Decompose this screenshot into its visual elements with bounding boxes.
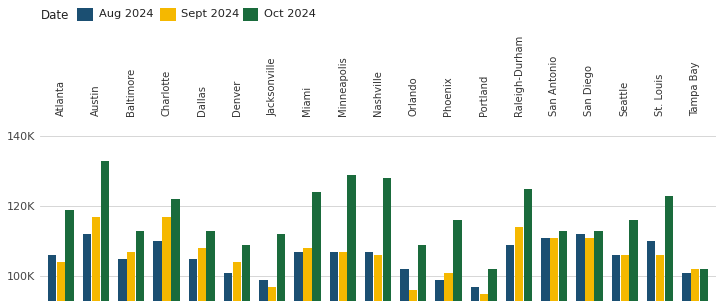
Bar [585,238,594,304]
Text: Tampa Bay: Tampa Bay [690,61,701,116]
Bar [577,234,585,304]
Bar [656,255,665,304]
Text: San Antonio: San Antonio [549,55,559,116]
Bar [48,255,56,304]
Text: San Diego: San Diego [585,64,595,116]
Bar [153,241,162,304]
Bar [268,287,276,304]
Bar [400,269,409,304]
Text: Orlando: Orlando [408,76,418,116]
Text: Sept 2024: Sept 2024 [181,9,240,19]
Bar [347,175,356,304]
Bar [691,269,699,304]
Bar [242,245,250,304]
Bar [374,255,382,304]
Text: Jacksonville: Jacksonville [267,57,277,116]
Bar [515,227,523,304]
Bar [101,161,109,304]
Bar [621,255,629,304]
Bar [224,273,233,304]
Bar [91,217,100,304]
Bar [700,269,708,304]
Text: Miami: Miami [302,85,312,116]
Text: Atlanta: Atlanta [55,80,66,116]
Bar [233,262,241,304]
Bar [338,252,347,304]
Bar [488,269,497,304]
Bar [294,252,303,304]
Bar [409,290,418,304]
Bar [303,248,312,304]
Text: Charlotte: Charlotte [161,69,171,116]
Bar [436,280,444,304]
Bar [471,287,480,304]
Bar [171,199,179,304]
Text: Nashville: Nashville [373,70,383,116]
Bar [207,231,215,304]
Text: Minneapolis: Minneapolis [338,56,348,116]
Bar [559,231,567,304]
Bar [136,231,144,304]
Bar [683,273,690,304]
Bar [276,234,285,304]
Bar [665,196,673,304]
Bar [550,238,559,304]
Bar [197,248,206,304]
Text: St. Louis: St. Louis [655,73,665,116]
Bar [453,220,462,304]
Text: Phoenix: Phoenix [444,76,454,116]
Bar [189,259,197,304]
Bar [118,259,127,304]
Text: Aug 2024: Aug 2024 [99,9,153,19]
Bar [162,217,171,304]
Bar [330,252,338,304]
Bar [312,192,320,304]
Text: Denver: Denver [232,79,242,116]
Text: Baltimore: Baltimore [126,67,136,116]
Bar [444,273,453,304]
Bar [506,245,514,304]
Text: Dallas: Dallas [197,85,207,116]
Text: Date: Date [41,9,69,22]
Bar [382,178,391,304]
Text: Portland: Portland [479,74,489,116]
Text: Seattle: Seattle [620,80,630,116]
Bar [594,231,603,304]
Bar [83,234,91,304]
Bar [66,210,73,304]
Bar [541,238,549,304]
Text: Oct 2024: Oct 2024 [264,9,316,19]
Text: Austin: Austin [91,84,101,116]
Bar [127,252,135,304]
Bar [259,280,268,304]
Bar [647,241,655,304]
Bar [480,294,488,304]
Bar [57,262,65,304]
Bar [418,245,426,304]
Bar [629,220,638,304]
Text: Raleigh-Durham: Raleigh-Durham [514,34,524,116]
Bar [523,189,532,304]
Bar [365,252,374,304]
Bar [612,255,620,304]
